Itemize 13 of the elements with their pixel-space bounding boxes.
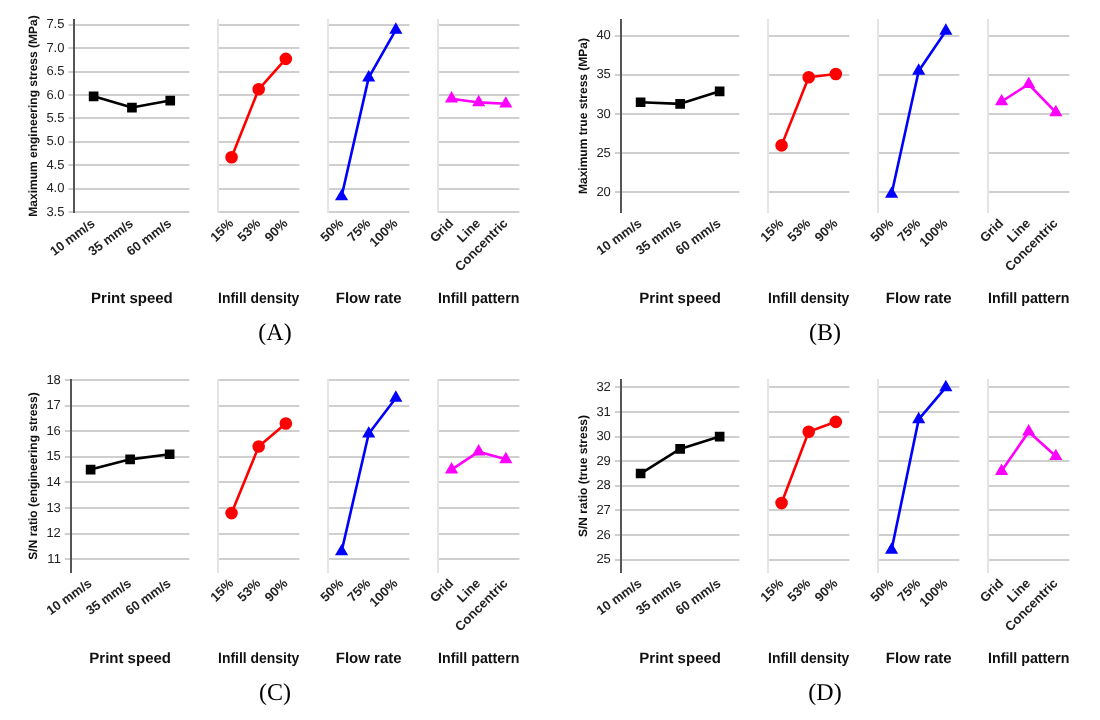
point	[85, 464, 96, 475]
point	[675, 444, 685, 454]
point	[635, 97, 646, 108]
point	[714, 86, 725, 97]
text: (B)	[809, 318, 841, 348]
point	[164, 449, 175, 460]
point	[635, 468, 646, 479]
point	[125, 454, 135, 465]
text: (C)	[259, 678, 291, 708]
point	[714, 431, 725, 442]
text: (D)	[808, 678, 842, 708]
point	[675, 99, 685, 109]
text: (A)	[258, 318, 292, 348]
